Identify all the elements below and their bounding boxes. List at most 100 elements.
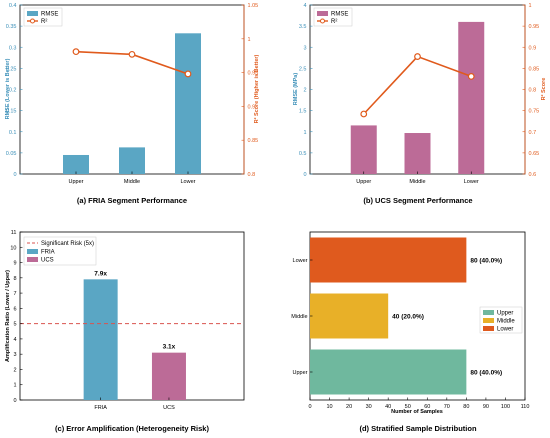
y-tick-label: 3.5	[299, 24, 307, 30]
sample-bar-upper	[310, 349, 467, 395]
x-tick-label: 10	[326, 404, 332, 410]
x-tick-label: 110	[521, 404, 530, 410]
x-tick-label: 20	[346, 404, 352, 410]
r2-point-upper	[360, 110, 368, 118]
y-tick-label: 2	[303, 88, 306, 94]
r2-point-lower	[184, 70, 192, 78]
x-tick-label: Upper	[69, 179, 84, 185]
sample-count-label: 80 (40.0%)	[470, 258, 502, 265]
x-tick-label: 70	[444, 404, 450, 410]
panel-b-y2label: R² Score	[540, 78, 547, 101]
panel-a-y2label: R² Score (Higher is Better)	[253, 54, 260, 123]
amplification-value-label: 3.1x	[163, 344, 176, 351]
legend-lower-label: Lower	[497, 327, 513, 333]
y-tick-label: 9	[13, 261, 16, 267]
r2-point-middle	[414, 53, 421, 60]
amplification-value-label: 7.9x	[94, 270, 107, 277]
y-tick-label: Upper	[293, 370, 308, 376]
panel-a-ylabel: RMSE (Lower is Better)	[5, 58, 11, 119]
rmse-bar-upper	[350, 125, 377, 174]
rmse-bar-middle	[404, 133, 431, 174]
y2-tick-label: 0.8	[248, 172, 256, 178]
y-tick-label: 0.2	[9, 88, 17, 94]
y-tick-label: 2	[13, 367, 16, 373]
legend-ucs-label: UCS	[41, 258, 54, 264]
legend-b-r2-marker	[320, 18, 325, 24]
x-tick-label: Middle	[124, 179, 140, 185]
panel-c-legend: Significant Risk (5x) FRIA UCS	[23, 236, 97, 266]
legend-lower-swatch	[483, 326, 494, 331]
y-tick-label: 8	[13, 276, 16, 282]
sample-count-label: 40 (20.0%)	[392, 314, 424, 321]
y-tick-label: 5	[13, 322, 16, 328]
x-tick-label: Lower	[181, 179, 196, 185]
legend-rmse-label: RMSE	[41, 12, 58, 18]
y2-tick-label: 0.65	[529, 151, 540, 157]
y2-tick-label: 1	[529, 3, 532, 9]
y-tick-label: 3	[303, 45, 306, 51]
x-tick-label: Middle	[409, 179, 425, 185]
x-tick-label: 30	[366, 404, 372, 410]
y2-tick-label: 0.95	[529, 24, 540, 30]
legend-b-rmse-swatch	[317, 11, 328, 16]
legend-b-r2-label: R²	[331, 19, 337, 25]
x-tick-label: 60	[424, 404, 430, 410]
y2-tick-label: 0.9	[529, 45, 537, 51]
y2-tick-label: 0.75	[529, 109, 540, 115]
y-tick-label: 6	[13, 306, 16, 312]
y-tick-label: 0.25	[6, 66, 17, 72]
y-tick-label: 0.35	[6, 24, 17, 30]
x-tick-label: 90	[483, 404, 489, 410]
panel-c-title: (c) Error Amplification (Heterogeneity R…	[55, 424, 209, 433]
rmse-bar-lower	[458, 21, 485, 175]
panel-d-xlabel: Number of Samples	[391, 409, 443, 415]
y-tick-label: Middle	[291, 314, 307, 320]
sample-bar-lower	[310, 237, 467, 283]
panel-d: 80 (40.0%) 40 (20.0%) 80 (40.0%) Upper Midd…	[291, 231, 530, 433]
sample-count-label: 80 (40.0%)	[470, 370, 502, 377]
y-tick-label: 0	[13, 398, 16, 404]
legend-fria-label: FRIA	[41, 250, 55, 256]
y-tick-label: 7	[13, 291, 16, 297]
y-tick-label: 4	[303, 3, 306, 9]
legend-ucs-swatch	[27, 257, 38, 262]
panel-d-legend: Upper Middle Lower	[479, 306, 523, 334]
legend-r2-marker	[30, 18, 35, 24]
y-tick-label: 10	[10, 245, 16, 251]
y-tick-label: 1	[303, 130, 306, 136]
panel-a: 0 0.05 0.1 0.15 0.2 0.25 0.3 0.35 0.4 0.8 0.85 0.9…	[5, 3, 260, 205]
panel-b-ylabel: RMSE (MPa)	[293, 73, 299, 106]
r2-point-lower	[467, 73, 475, 80]
y-tick-label: 0.1	[9, 130, 17, 136]
panel-c: 7.9x 3.1x 0 1 2 3 4 5 6 7 8 9 10 11 FRIA UCS Amplific…	[5, 230, 245, 433]
amplification-bar-ucs	[151, 352, 186, 400]
legend-r2-label: R²	[41, 19, 47, 25]
panel-c-frame	[19, 231, 245, 401]
panel-b-title: (b) UCS Segment Performance	[363, 196, 472, 205]
r2-point-upper	[72, 48, 80, 56]
x-tick-label: 50	[405, 404, 411, 410]
y2-tick-label: 1.05	[248, 3, 259, 9]
y-tick-label: 0.4	[9, 3, 17, 9]
y-tick-label: 0	[303, 172, 306, 178]
y-tick-label: 0.5	[299, 151, 307, 157]
sample-bar-middle	[310, 293, 389, 339]
x-tick-label: 40	[385, 404, 391, 410]
x-tick-label: 0	[308, 404, 311, 410]
y2-tick-label: 0.7	[529, 130, 537, 136]
x-tick-label: Lower	[464, 179, 479, 185]
y-tick-label: 0.3	[9, 45, 17, 51]
y2-tick-label: 0.9	[248, 104, 256, 110]
panel-b-legend: RMSE R²	[313, 7, 353, 27]
y2-tick-label: 0.8	[529, 88, 537, 94]
legend-risk-label: Significant Risk (5x)	[41, 241, 94, 247]
y-tick-label: 1.5	[299, 109, 307, 115]
y-tick-label: 1	[13, 383, 16, 389]
rmse-bar-middle	[119, 147, 145, 174]
y2-tick-label: 0.85	[529, 66, 540, 72]
panel-a-title: (a) FRIA Segment Performance	[77, 196, 187, 205]
legend-middle-label: Middle	[497, 319, 515, 325]
rmse-bar-lower	[175, 33, 201, 175]
y2-tick-label: 1	[248, 37, 251, 43]
rmse-bar-upper	[63, 154, 89, 174]
